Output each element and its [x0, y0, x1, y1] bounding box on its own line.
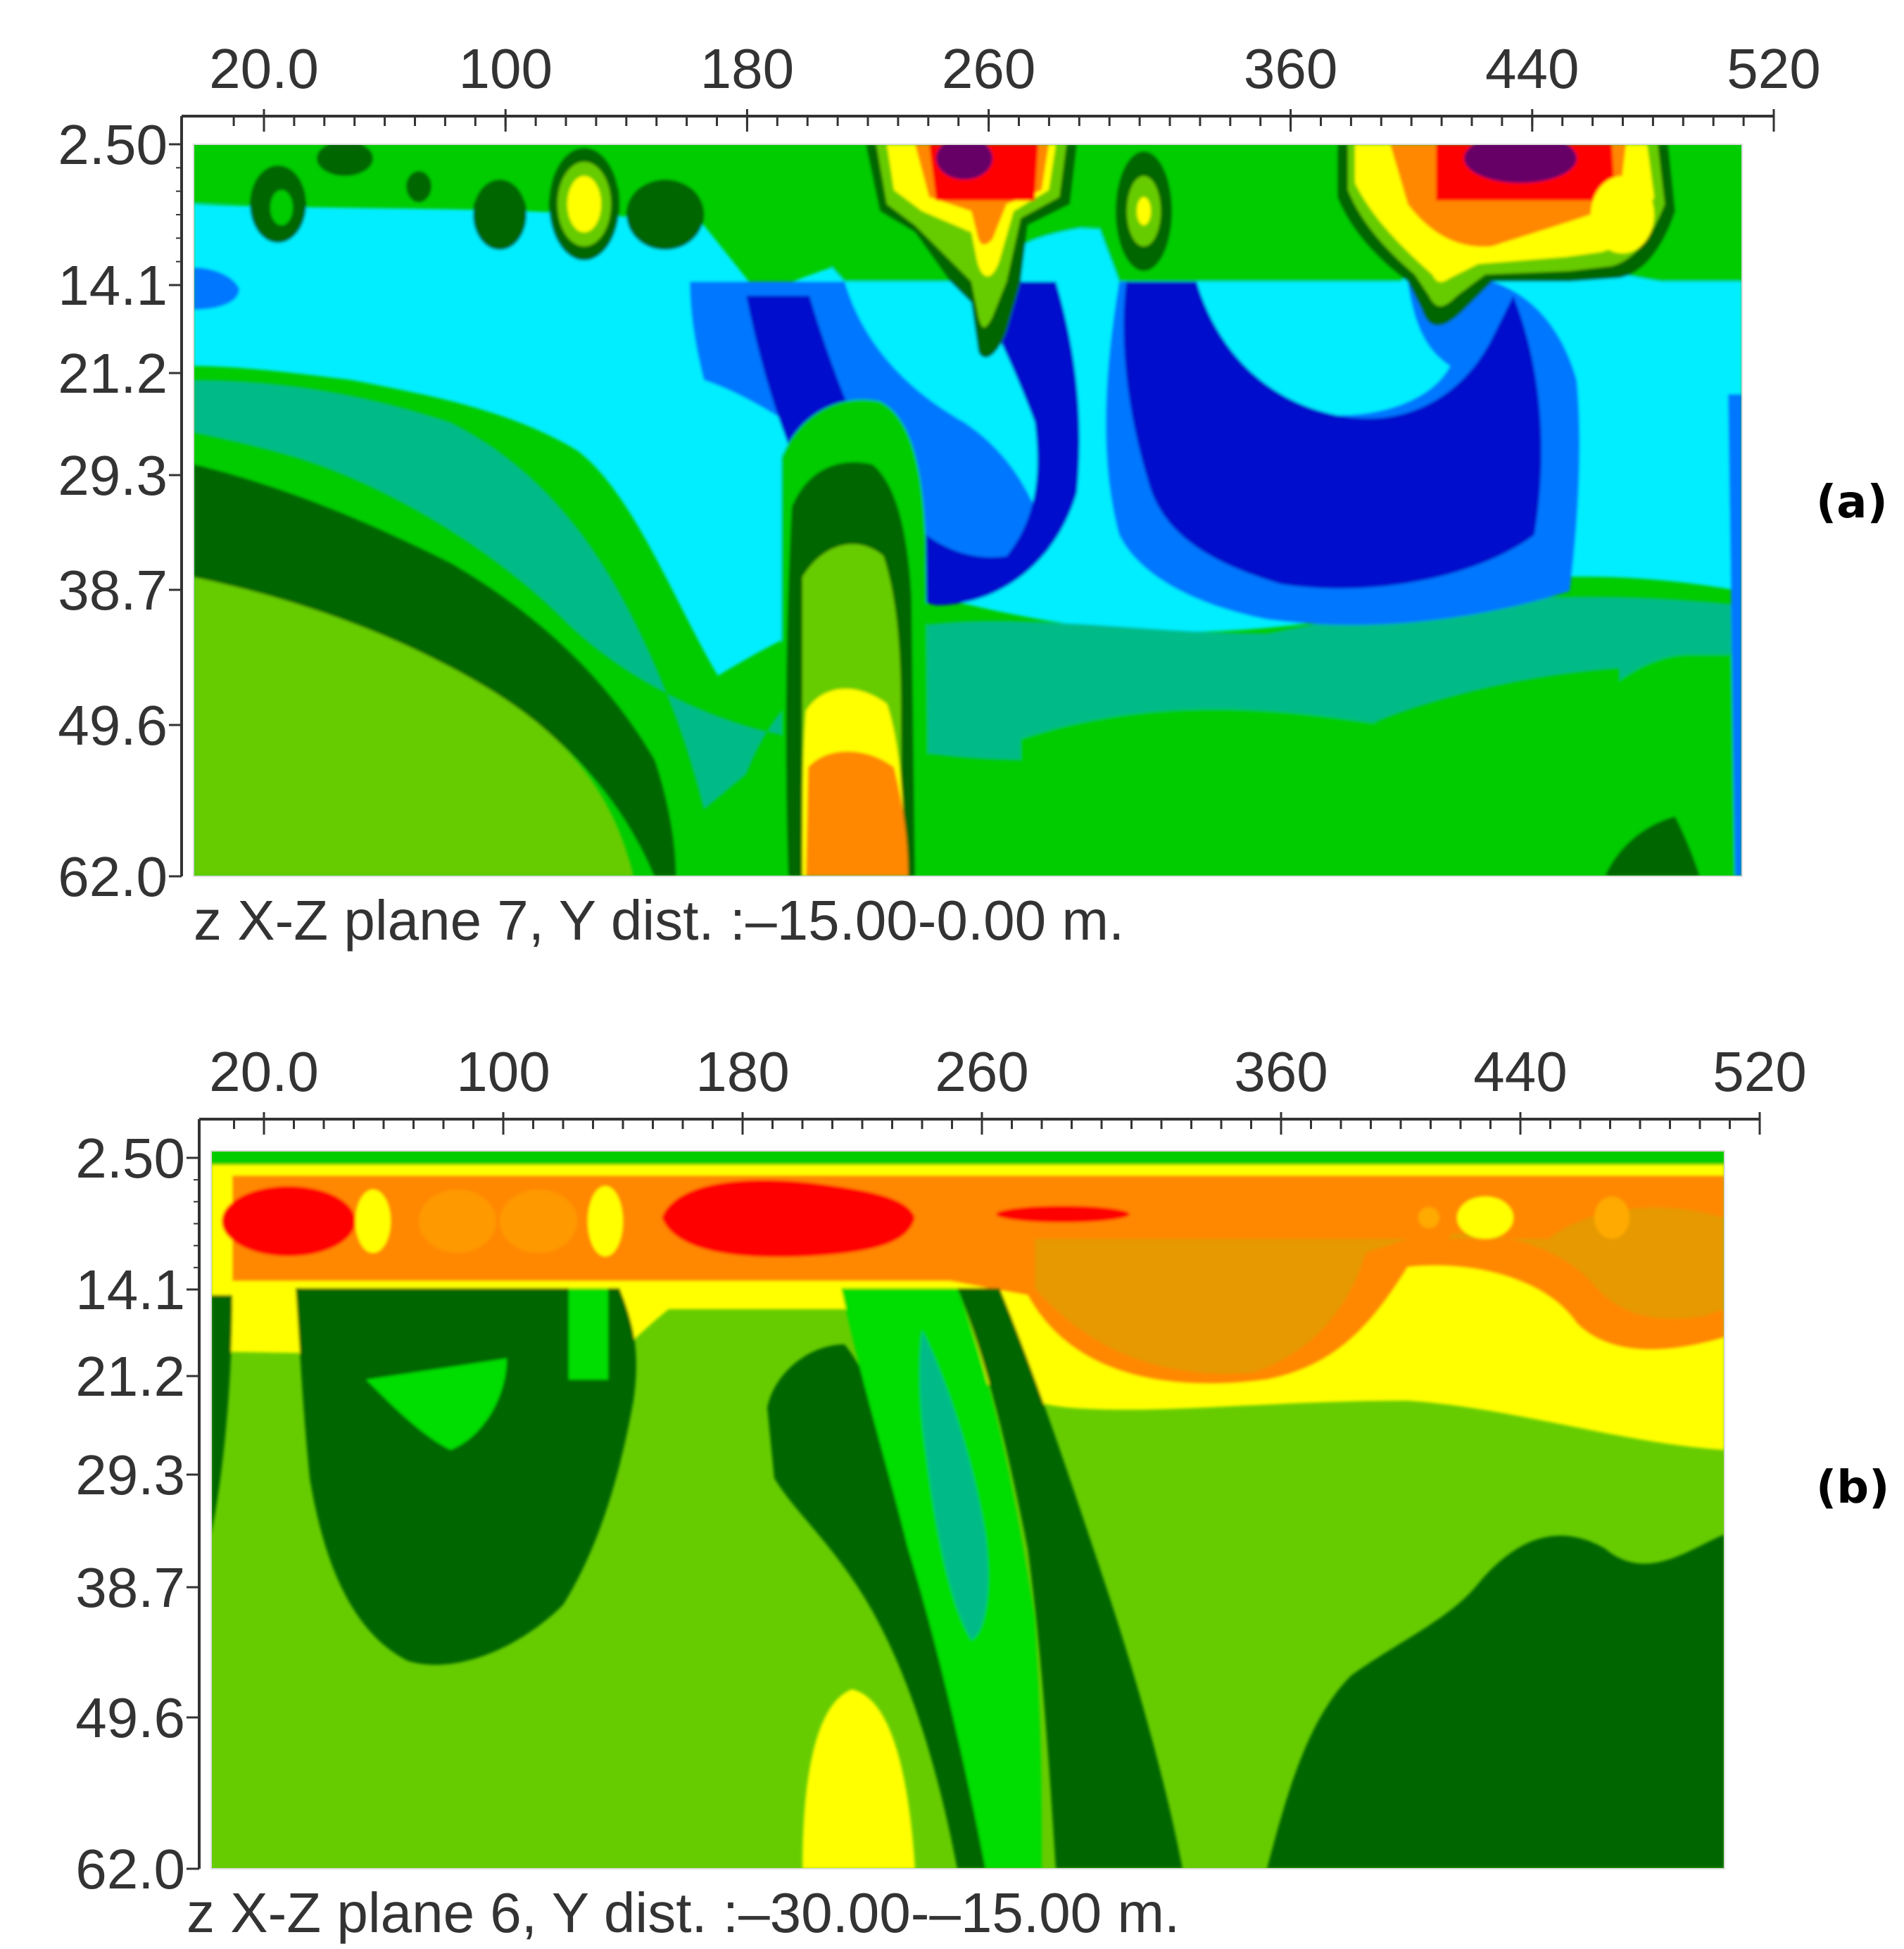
panel-a-lower-right-green: [1021, 655, 1742, 876]
panel-a-y-tick-label: 14.1: [58, 254, 168, 317]
panel-b-dark-green-wedge: [957, 1288, 1183, 1869]
panel-b-center-green-column: [841, 1288, 1042, 1869]
panel-b-x-tick-label: 360: [1234, 1040, 1328, 1103]
panel-b-x-tick-label: 520: [1713, 1040, 1806, 1103]
panel-a-top-center-purple: [936, 144, 992, 179]
panel-a-dark-blob-1-inner: [270, 190, 293, 225]
panel-b-x-tick-label: 100: [456, 1040, 550, 1103]
panel-a-blue-left-edge: [194, 267, 239, 310]
panel-a-label: (a): [1816, 477, 1888, 529]
panel-a-x-tick-label: 260: [942, 37, 1035, 100]
panel-b-orange-spot-right-2: [1594, 1197, 1629, 1239]
panel-a-y-ticks: 2.50 14.1 21.2 29.3 38.7 49.6 62.0: [58, 113, 182, 908]
panel-a-x-tick-label: 180: [700, 37, 794, 100]
panel-b-orange-gap-1b: [500, 1190, 577, 1253]
panel-b-x-tick-label: 260: [935, 1040, 1028, 1103]
panel-b-dark-green-center: [767, 1344, 1021, 1869]
panel-b-y-tick-label: 21.2: [75, 1345, 185, 1408]
panel-b-center-teal: [919, 1330, 988, 1640]
panel-a-y-tick-label: 62.0: [58, 845, 168, 908]
panel-a-x-tick-label: 100: [458, 37, 552, 100]
panel-b-y-tick-label: 2.50: [75, 1127, 185, 1190]
panel-a-y-tick-label: 29.3: [58, 444, 168, 507]
panel-a-top-right-purple: [1464, 144, 1577, 183]
panel-a-top-right-small-hot: [1591, 176, 1654, 253]
panel-b-x-tick-label: 440: [1473, 1040, 1567, 1103]
panel-b-yellow-bottom: [802, 1689, 915, 1869]
panel-a-cyan-bay: [1197, 282, 1450, 415]
panel-a-caption: z X-Z plane 7, Y dist. :–15.00-0.00 m.: [194, 889, 1124, 952]
panel-a-plot-area: [194, 144, 1742, 876]
panel-a-y-tick-label: 38.7: [58, 559, 168, 622]
panel-a: 20.0 100 180 260 360 440 520 2.50 14.1 21.2 29.3 3…: [58, 37, 1887, 952]
panel-a-y-tick-label: 21.2: [58, 342, 168, 405]
panel-a-dark-blob-3: [473, 179, 527, 250]
panel-b-bright-green-triangle: [366, 1358, 507, 1450]
panel-b-y-tick-label: 29.3: [75, 1444, 185, 1506]
panel-b-y-tick-label: 14.1: [75, 1259, 185, 1321]
panel-a-teal-region: [194, 380, 1742, 876]
panel-a-x-ticks: 20.0 100 180 260 360 440 520: [209, 37, 1821, 132]
panel-a-dark-blob-5: [406, 171, 431, 202]
panel-a-x-tick-label: 440: [1485, 37, 1579, 100]
panel-b-x-tick-label: 20.0: [209, 1040, 319, 1103]
panel-a-plot-frame: [193, 144, 1743, 877]
panel-a-hotspot-left-inner: [567, 176, 601, 232]
panel-a-dark-green-band: [194, 465, 676, 876]
panel-b-plot-area: [211, 1151, 1725, 1869]
panel-a-dark-blob-4: [626, 179, 704, 250]
panel-b-orange-spot-right-1-core: [1418, 1207, 1439, 1228]
panel-b-y-tick-label: 49.6: [75, 1686, 185, 1749]
panel-b-orange-gap-1: [419, 1190, 496, 1253]
panel-b-dark-green-lower-right: [1267, 1534, 1725, 1869]
panel-b-x-ticks: 20.0 100 180 260 360 440 520: [209, 1040, 1807, 1135]
panel-b-red-left: [222, 1186, 355, 1256]
panel-b-y-tick-label: 62.0: [75, 1838, 185, 1900]
panel-a-lower-right-dark: [1605, 816, 1700, 876]
panel-b-plot-frame: [210, 1150, 1725, 1869]
panel-b-yellow-gap-2: [588, 1186, 623, 1256]
panel-b-bright-green-block: [569, 1288, 608, 1380]
panel-b-caption: z X-Z plane 6, Y dist. :–30.00-–15.00 m.: [187, 1881, 1180, 1944]
panel-b-red-streak: [996, 1206, 1130, 1223]
panel-a-x-tick-label: 520: [1727, 37, 1820, 100]
panel-b-dark-green-leftedge: [211, 1295, 232, 1534]
panel-b-orange-lower: [1035, 1207, 1725, 1374]
panel-a-y-tick-label: 49.6: [58, 694, 168, 757]
panel-b-label: (b): [1816, 1462, 1889, 1514]
panel-b: 20.0 100 180 260 360 440 520 2.50 14.1 21.2 29.3 3…: [75, 1040, 1889, 1944]
panel-a-mid-green-region: [194, 577, 633, 876]
panel-a-y-tick-label: 2.50: [58, 113, 168, 176]
panel-a-central-orange: [806, 751, 908, 876]
panel-b-red-center: [662, 1180, 915, 1258]
panel-a-dark-blob-2: [317, 144, 373, 176]
panel-b-y-tick-label: 38.7: [75, 1556, 185, 1619]
panel-b-y-ticks: 2.50 14.1 21.2 29.3 38.7 49.6 62.0: [75, 1127, 199, 1900]
panel-a-hotspot-mid-core: [1137, 197, 1151, 225]
panel-b-x-tick-label: 180: [695, 1040, 789, 1103]
panel-b-yellow-gap-1: [355, 1190, 391, 1253]
panel-a-right-edge-blue: [1728, 394, 1742, 876]
panel-a-x-tick-label: 360: [1244, 37, 1337, 100]
panel-b-yellow-gap-right: [1457, 1197, 1513, 1239]
panel-a-deep-blue-region-right: [1123, 282, 1542, 589]
panel-a-x-tick-label: 20.0: [209, 37, 319, 100]
